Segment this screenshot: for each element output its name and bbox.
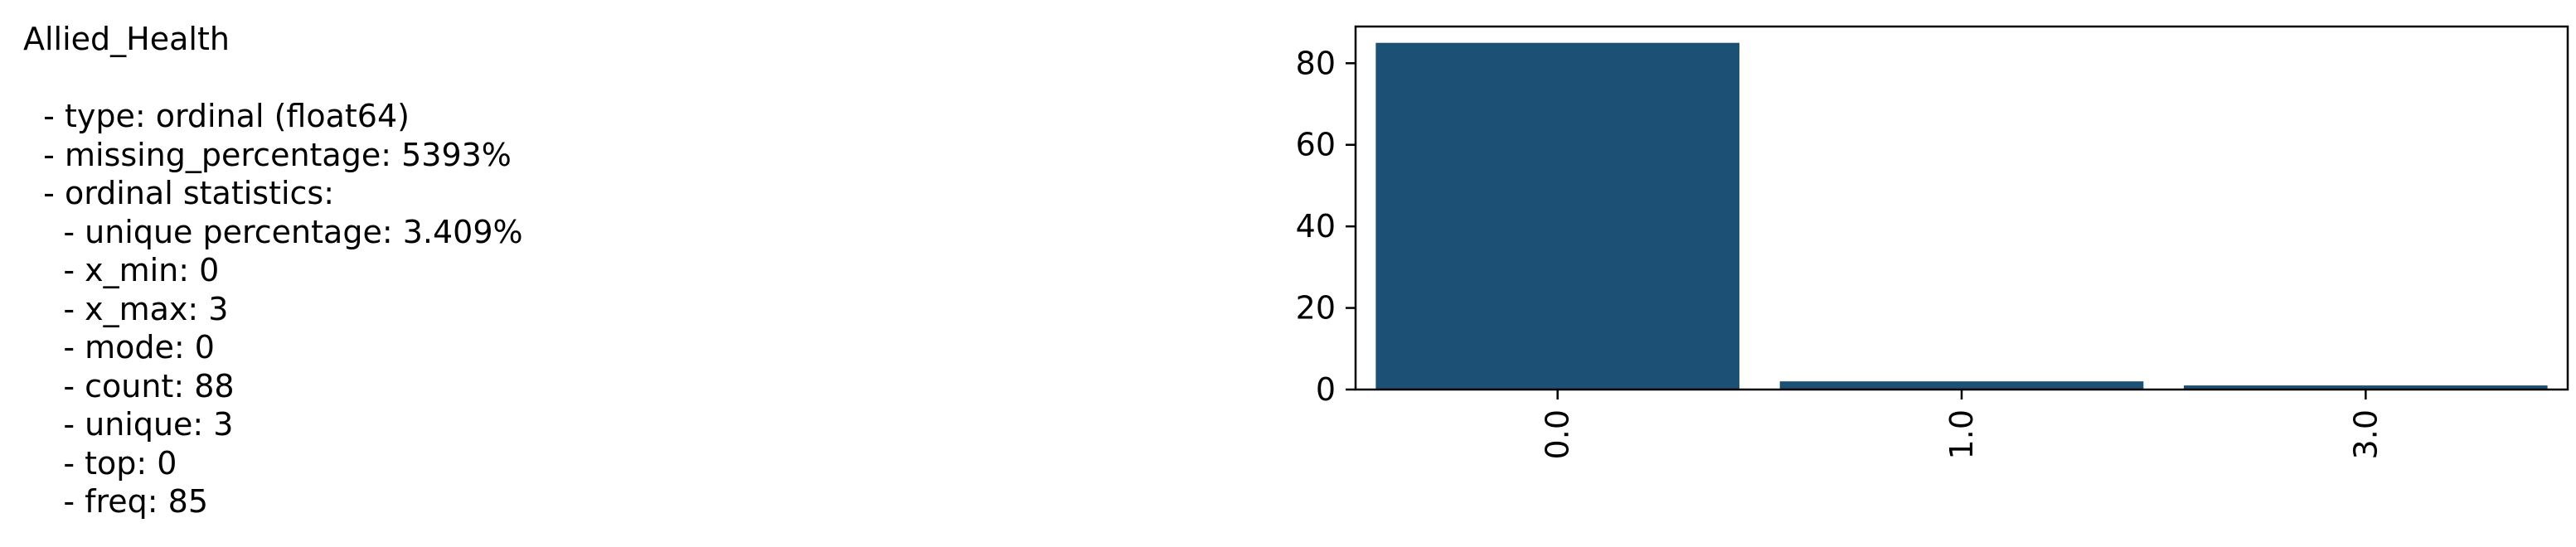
y-tick-label: 20	[1296, 290, 1336, 327]
stats-panel: Allied_Health - type: ordinal (float64) …	[23, 20, 523, 521]
stat-unique: - unique: 3	[23, 406, 234, 443]
bar-0.0	[1375, 42, 1739, 390]
stat-missing-percentage: - missing_percentage: 5393%	[23, 136, 512, 173]
stat-type: - type: ordinal (float64)	[23, 98, 410, 134]
bars-group	[1375, 42, 2548, 390]
y-tick-label: 0	[1316, 371, 1336, 408]
x-tick-label: 1.0	[1943, 409, 1980, 459]
y-tick-label: 60	[1296, 127, 1336, 163]
y-tick-label: 40	[1296, 208, 1336, 244]
bar-3.0	[2184, 385, 2548, 390]
stat-count: - count: 88	[23, 367, 235, 404]
y-axis: 0 20 40 60 80	[1296, 45, 1356, 408]
x-axis: 0.0 1.0 3.0	[1540, 390, 2384, 459]
x-tick-label: 3.0	[2347, 409, 2384, 459]
stat-top: - top: 0	[23, 444, 177, 482]
stat-ordinal-header: - ordinal statistics:	[23, 175, 335, 211]
stat-x-min: - x_min: 0	[23, 252, 220, 288]
stat-freq: - freq: 85	[23, 483, 209, 520]
stat-x-max: - x_max: 3	[23, 290, 229, 327]
stat-mode: - mode: 0	[23, 329, 215, 365]
stat-unique-percentage: - unique percentage: 3.409%	[23, 213, 523, 250]
column-name: Allied_Health	[23, 21, 230, 57]
y-tick-label: 80	[1296, 45, 1336, 81]
bar-1.0	[1779, 381, 2144, 390]
x-tick-label: 0.0	[1540, 409, 1576, 459]
plot-frame	[1354, 25, 2569, 391]
